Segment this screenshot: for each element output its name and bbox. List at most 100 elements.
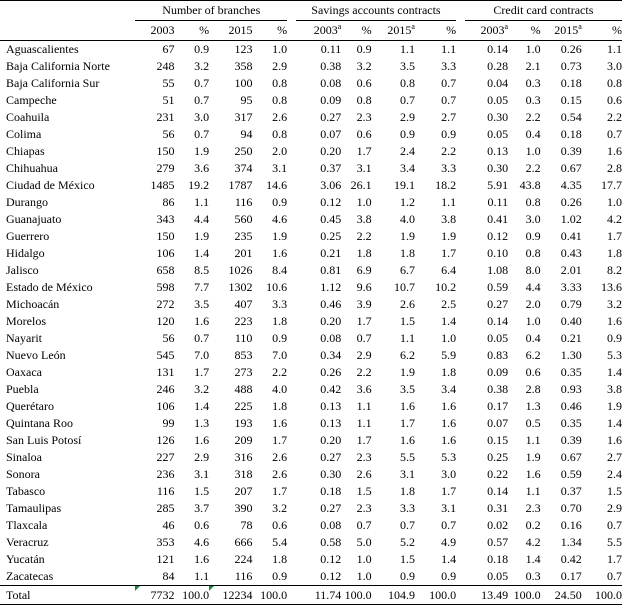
value-cell: 7732 — [135, 585, 175, 605]
value-cell: 1.1 — [441, 195, 457, 209]
value-cell: 1.9 — [194, 144, 210, 158]
value-cell: 0.35 — [560, 416, 582, 430]
state-name: Aguascalientes — [6, 42, 79, 56]
value-cell: 0.18 — [560, 127, 582, 141]
table-row: Yucatán 121 1.6 224 1.8 0.12 1.0 1.5 1.4 0.18 1.4 0… — [0, 551, 622, 568]
value-cell: 1.6 — [194, 552, 210, 566]
column-gap — [287, 398, 296, 415]
value-cell: 8.0 — [525, 263, 541, 277]
state-name: Tamaulipas — [6, 501, 62, 515]
value-cell: 0.59 — [560, 467, 582, 481]
value-cell: 231 — [156, 110, 175, 124]
state-name: Guanajuato — [6, 212, 62, 226]
column-gap — [456, 109, 465, 126]
value-cell: 0.8 — [399, 76, 415, 90]
value-cell: 100.0 — [414, 585, 457, 605]
table-row: Sonora 236 3.1 318 2.6 0.30 2.6 3.1 3.0 0.22 1.6 0.… — [0, 466, 622, 483]
value-cell: 0.34 — [320, 348, 342, 362]
value-cell: 0.8 — [272, 76, 288, 90]
value-cell: 0.9 — [525, 229, 541, 243]
value-cell: 3.5 — [194, 297, 210, 311]
value-cell: 1.7 — [399, 416, 415, 430]
value-cell: 0.18 — [487, 552, 509, 566]
value-cell: 94 — [240, 127, 253, 141]
table-row: Querétaro 106 1.4 225 1.8 0.13 1.1 1.6 1.6 0.17 1.… — [0, 398, 622, 415]
value-cell: 0.7 — [194, 331, 210, 345]
value-cell: 116 — [234, 569, 253, 583]
state-name: Nuevo León — [6, 348, 66, 362]
column-gap — [287, 211, 296, 228]
column-gap — [287, 160, 296, 177]
value-cell: 272 — [156, 297, 175, 311]
value-cell: 1.3 — [525, 399, 541, 413]
subheader-cell: 2015a — [372, 21, 415, 41]
value-cell: 0.38 — [487, 382, 509, 396]
column-gap — [287, 347, 296, 364]
value-cell: 106 — [156, 399, 175, 413]
table-row: Puebla 246 3.2 488 4.0 0.42 3.6 3.5 3.4 0.38 2.8 0.… — [0, 381, 622, 398]
value-cell: 2.9 — [399, 110, 415, 124]
value-cell: 250 — [234, 144, 253, 158]
value-cell: 3.1 — [399, 467, 415, 481]
value-cell: 2.7 — [607, 450, 622, 464]
value-cell: 0.46 — [320, 297, 342, 311]
value-cell: 0.16 — [560, 518, 582, 532]
subheader-cell: 2003 — [135, 21, 174, 41]
value-cell: 0.37 — [560, 484, 582, 498]
state-name: Jalisco — [6, 263, 39, 277]
value-cell: 1.8 — [607, 246, 622, 260]
value-cell: 1.7 — [272, 484, 288, 498]
value-cell: 0.41 — [487, 212, 509, 226]
value-cell: 0.13 — [320, 416, 342, 430]
value-cell: 1.30 — [560, 348, 582, 362]
table-row: Estado de México 598 7.7 1302 10.6 1.12 9.6 10.… — [0, 279, 622, 296]
value-cell: 0.14 — [487, 484, 509, 498]
value-cell: 0.7 — [607, 127, 622, 141]
value-cell: 6.2 — [399, 348, 415, 362]
state-name: Yucatán — [6, 552, 45, 566]
value-cell: 1.6 — [607, 433, 622, 447]
value-cell: 0.31 — [487, 501, 509, 515]
value-cell: 3.2 — [194, 382, 210, 396]
value-cell: 0.27 — [487, 297, 509, 311]
value-cell: 5.2 — [399, 535, 415, 549]
column-gap — [456, 500, 465, 517]
value-cell: 3.4 — [399, 161, 415, 175]
value-cell: 1.6 — [607, 144, 622, 158]
value-cell: 131 — [156, 365, 175, 379]
value-cell: 2.2 — [607, 110, 622, 124]
state-name: Querétaro — [6, 399, 54, 413]
state-name: Tlaxcala — [6, 518, 48, 532]
value-cell: 1.9 — [272, 229, 288, 243]
table-row: Coahuila 231 3.0 317 2.6 0.27 2.3 2.9 2.7 0.30 2.2… — [0, 109, 622, 126]
state-name: Veracruz — [6, 535, 49, 549]
value-cell: 2.9 — [356, 348, 372, 362]
value-cell: 2.7 — [441, 110, 457, 124]
value-cell: 0.12 — [487, 229, 509, 243]
value-cell: 0.41 — [560, 229, 582, 243]
group-header-row: Number of branches Savings accounts cont… — [0, 0, 622, 21]
value-cell: 0.3 — [525, 93, 541, 107]
value-cell: 55 — [162, 76, 175, 90]
value-cell: 223 — [234, 314, 253, 328]
value-cell: 150 — [156, 229, 175, 243]
state-name: Oaxaca — [6, 365, 42, 379]
value-cell: 0.54 — [560, 110, 582, 124]
value-cell: 853 — [234, 348, 253, 362]
value-cell: 0.12 — [320, 552, 342, 566]
column-gap — [456, 245, 465, 262]
state-name: Guerrero — [6, 229, 50, 243]
table-row: Morelos 120 1.6 223 1.8 0.20 1.7 1.5 1.4 0.14 1.0 0… — [0, 313, 622, 330]
column-gap — [287, 177, 296, 194]
state-name: Quintana Roo — [6, 416, 73, 430]
table-row: Guerrero 150 1.9 235 1.9 0.25 2.2 1.9 1.9 0.12 0.9… — [0, 228, 622, 245]
value-cell: 488 — [234, 382, 253, 396]
value-cell: 2.4 — [399, 144, 415, 158]
value-cell: 18.2 — [435, 178, 457, 192]
value-cell: 0.9 — [272, 569, 288, 583]
value-cell: 100.0 — [508, 585, 541, 605]
table-row: Tlaxcala 46 0.6 78 0.6 0.08 0.7 0.7 0.7 0.02 0.2 0.… — [0, 517, 622, 534]
value-cell: 1.12 — [320, 280, 342, 294]
value-cell: 0.4 — [525, 127, 541, 141]
